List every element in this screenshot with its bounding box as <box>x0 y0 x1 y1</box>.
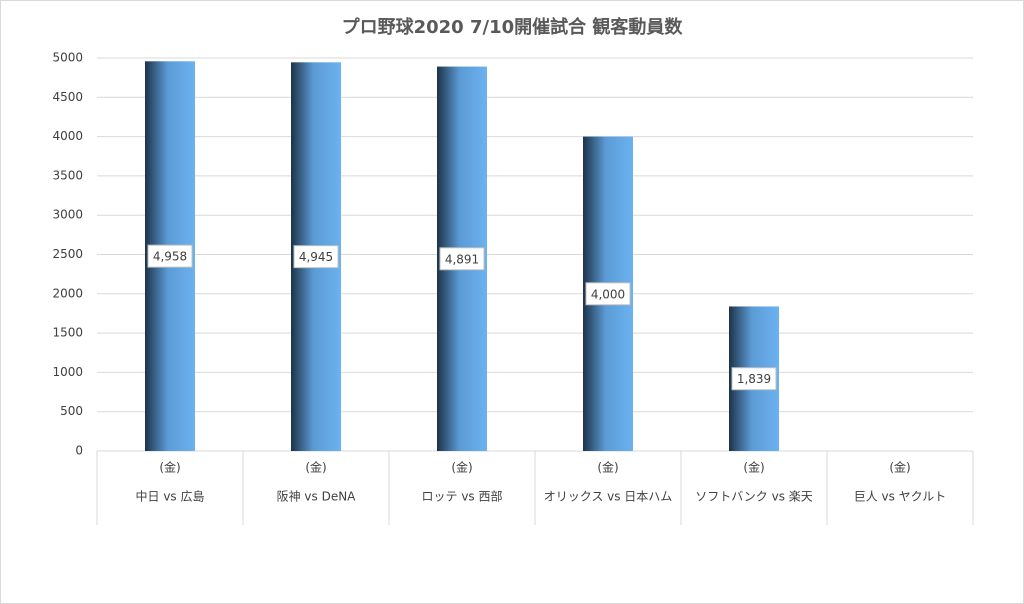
x-tick-label: 中日 vs 広島 <box>136 489 205 504</box>
y-tick-label: 1000 <box>52 365 83 379</box>
data-label: 1,839 <box>737 372 771 386</box>
y-tick-label: 4000 <box>52 129 83 143</box>
y-tick-label: 4500 <box>52 90 83 104</box>
x-tick-label: ソフトバンク vs 楽天 <box>695 490 813 504</box>
chart-title: プロ野球2020 7/10開催試合 観客動員数 <box>342 16 684 38</box>
x-tick-label: ロッテ vs 西部 <box>422 489 503 504</box>
y-tick-label: 0 <box>75 444 83 458</box>
y-tick-label: 3000 <box>52 208 83 222</box>
data-label: 4,891 <box>445 252 479 266</box>
group-label: (金) <box>743 460 764 475</box>
data-label-box <box>439 247 485 271</box>
data-label: 4,945 <box>299 250 333 264</box>
y-tick-label: 3500 <box>52 168 83 182</box>
group-label: (金) <box>451 460 472 475</box>
group-label: (金) <box>305 460 326 475</box>
y-tick-label: 1500 <box>52 326 83 340</box>
data-label-box <box>585 282 631 306</box>
x-tick-label: 巨人 vs ヤクルト <box>854 490 947 504</box>
x-tick-label: 阪神 vs DeNA <box>277 490 357 504</box>
data-label: 4,000 <box>591 287 625 301</box>
y-tick-label: 2500 <box>52 247 83 261</box>
group-label: (金) <box>597 460 618 475</box>
data-label-box <box>293 245 339 269</box>
y-tick-label: 2000 <box>52 286 83 300</box>
data-label-box <box>731 367 777 391</box>
group-label: (金) <box>889 460 910 475</box>
data-label: 4,958 <box>153 250 187 264</box>
data-label-box <box>147 244 193 268</box>
x-tick-label: オリックス vs 日本ハム <box>544 490 673 504</box>
y-tick-label: 500 <box>60 404 83 418</box>
y-tick-label: 5000 <box>52 51 83 65</box>
group-label: (金) <box>159 460 180 475</box>
